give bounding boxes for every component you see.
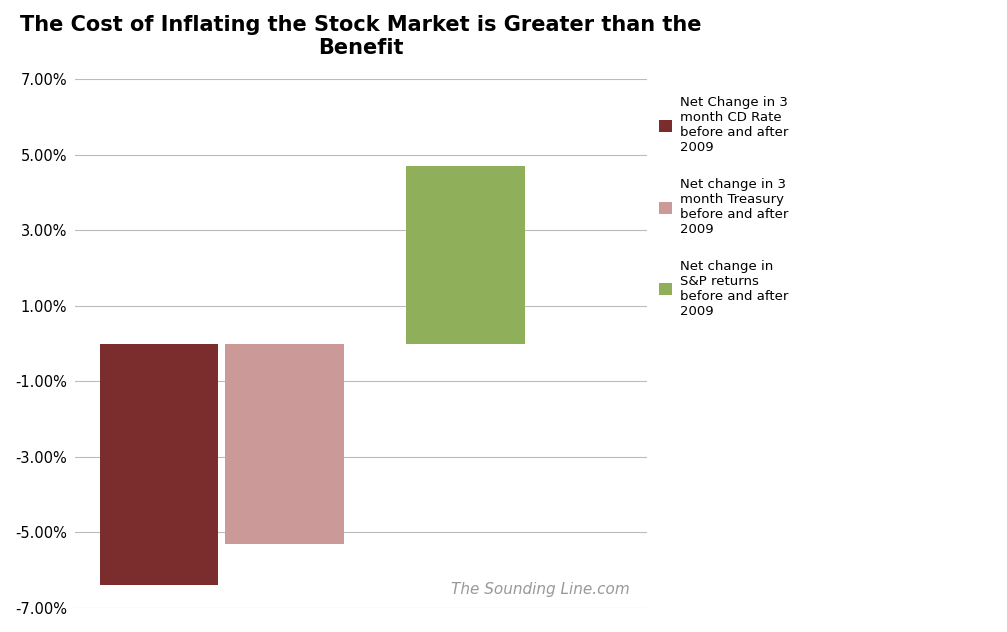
Legend: Net Change in 3
month CD Rate
before and after
2009, Net change in 3
month Treas: Net Change in 3 month CD Rate before and… [659, 96, 788, 318]
Bar [100, 344, 219, 585]
Bar [226, 344, 343, 544]
Text: The Sounding Line.com: The Sounding Line.com [451, 583, 629, 597]
Title: The Cost of Inflating the Stock Market is Greater than the
Benefit: The Cost of Inflating the Stock Market i… [20, 15, 702, 58]
Bar [406, 166, 525, 344]
